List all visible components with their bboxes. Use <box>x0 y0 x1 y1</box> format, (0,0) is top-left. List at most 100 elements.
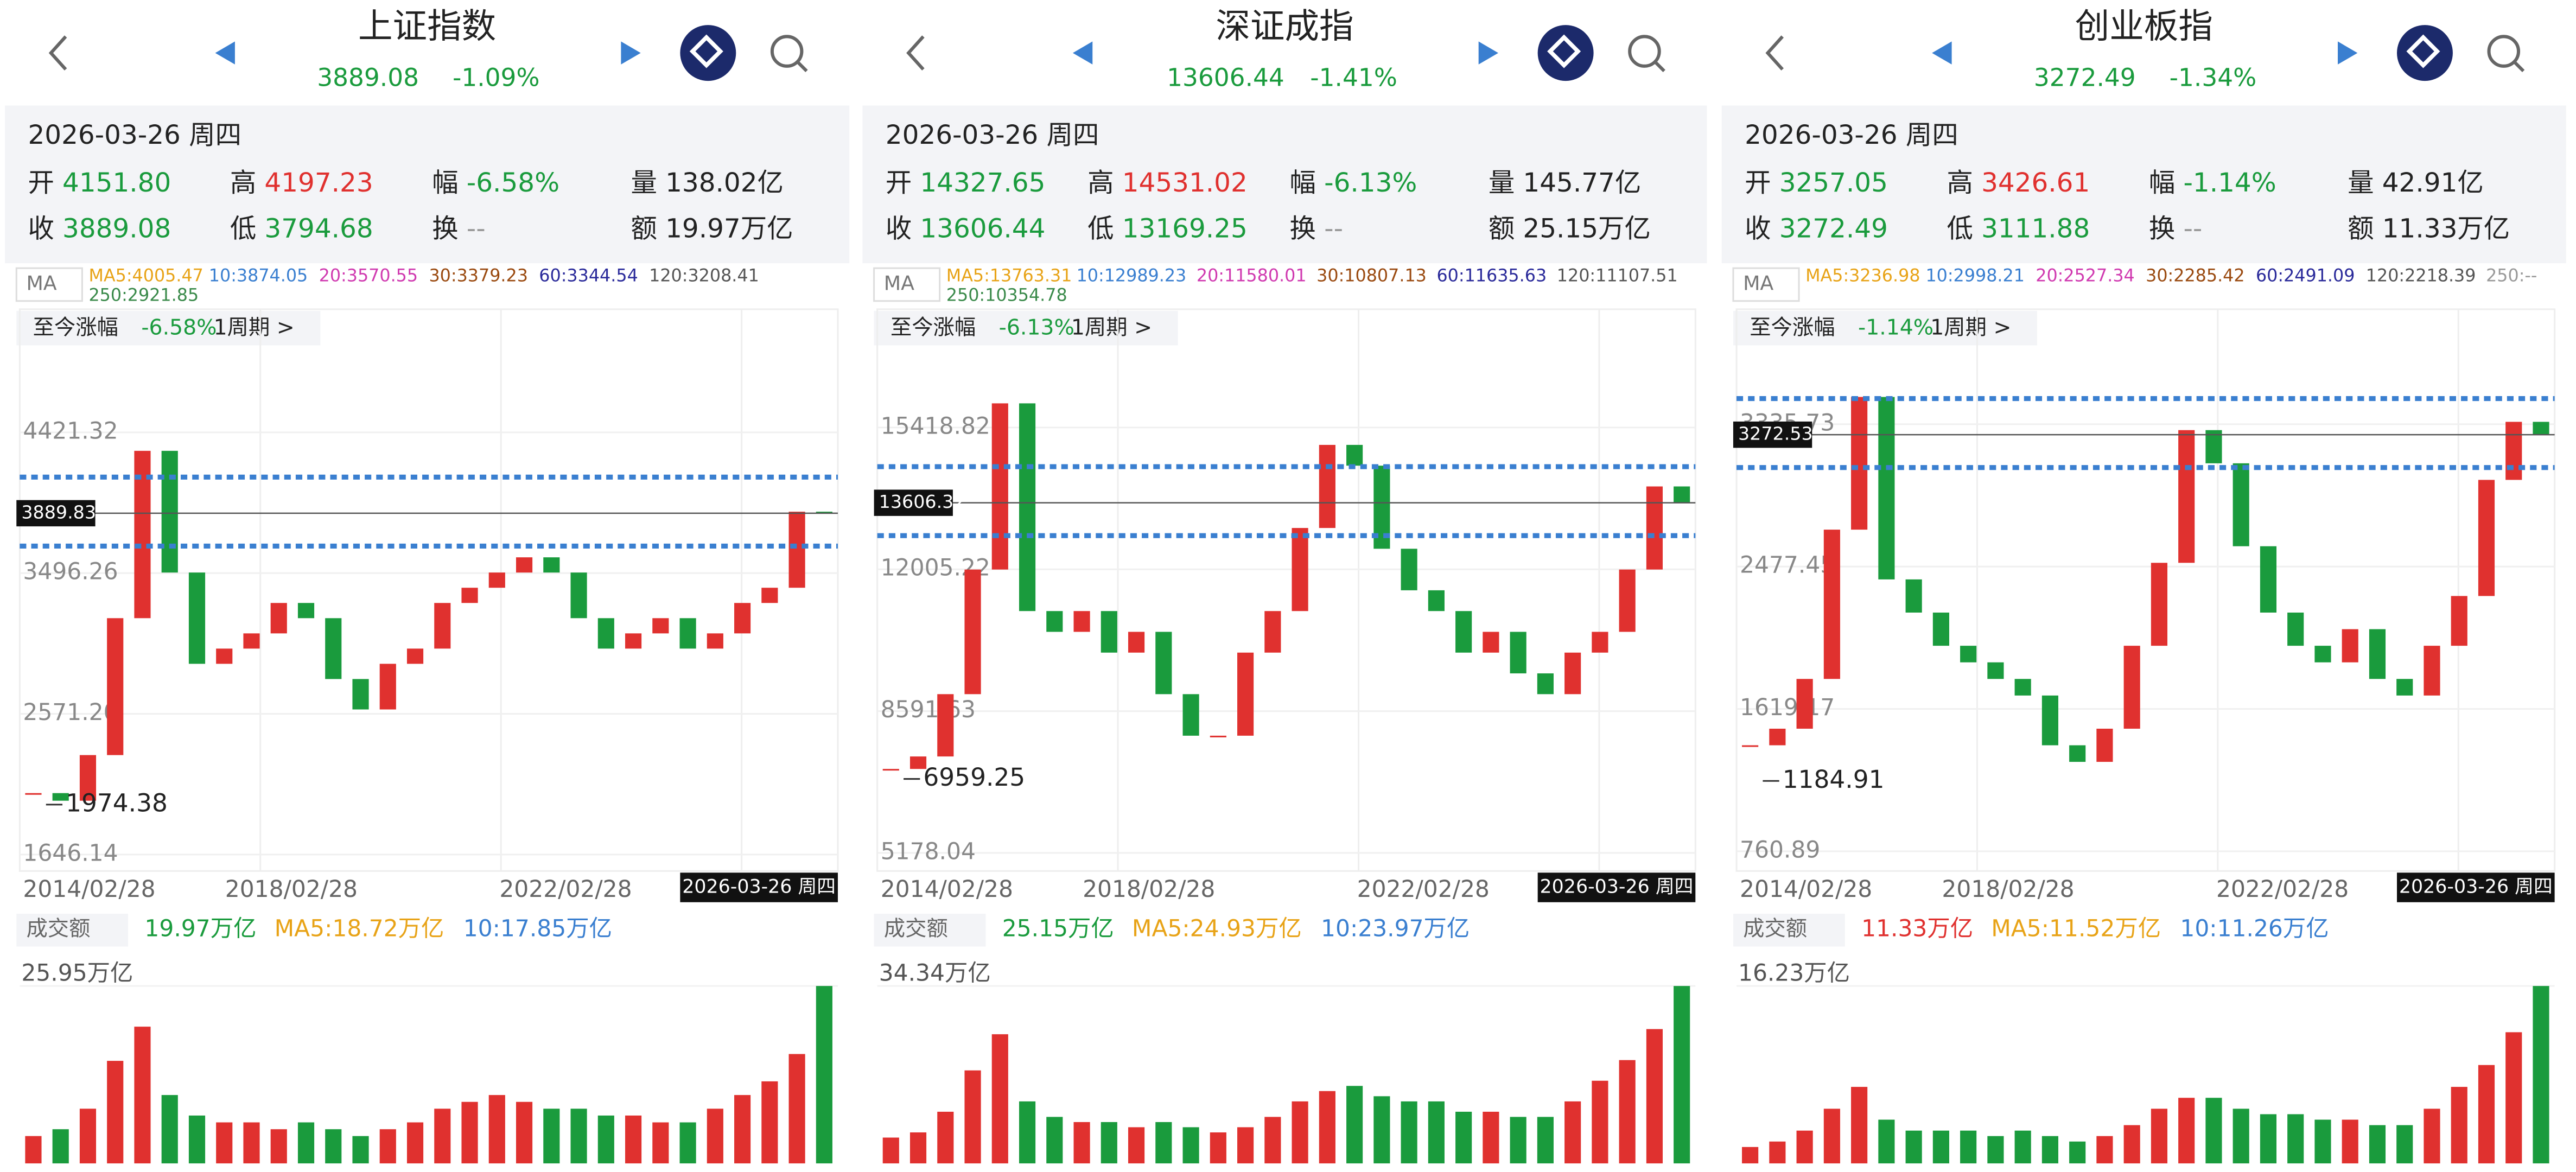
vol-now: 11.33万亿 <box>1861 915 1973 942</box>
candle <box>964 569 981 695</box>
candle <box>379 664 396 710</box>
volume-bar <box>2178 1098 2195 1164</box>
stat-label: 幅 <box>432 168 458 198</box>
stat-label: 幅 <box>2149 168 2175 198</box>
prev-button[interactable] <box>215 41 235 65</box>
volume-bar <box>1182 1127 1199 1164</box>
ma-value: 30:10807.13 <box>1316 266 1427 285</box>
prev-button[interactable] <box>1072 41 1093 65</box>
ai-glyph <box>689 34 723 68</box>
period-box[interactable] <box>16 310 321 346</box>
stat-label: 换 <box>1290 214 1316 244</box>
vol-selector[interactable] <box>874 913 986 947</box>
x-tick-label: 2018/02/28 <box>1083 876 1215 902</box>
vol-selector[interactable] <box>1733 913 1845 947</box>
ai-glyph <box>2406 34 2440 68</box>
ma-value: 30:3379.23 <box>429 266 527 285</box>
back-button[interactable] <box>48 35 67 71</box>
stat-label: 低 <box>1087 214 1114 244</box>
volume-bar <box>597 1115 614 1164</box>
vol-label: 成交额 <box>884 916 948 941</box>
stat-value: 25.15万亿 <box>1523 214 1650 244</box>
stat-label: 高 <box>1947 168 1973 198</box>
candle <box>1483 632 1499 653</box>
prev-button[interactable] <box>1932 41 1952 65</box>
x-tick-label: 2014/02/28 <box>1740 876 1872 902</box>
next-button[interactable] <box>2338 41 2358 65</box>
candle <box>543 557 560 573</box>
vol-selector[interactable] <box>16 913 129 947</box>
stat-value: 3111.88 <box>1981 214 2090 244</box>
candle <box>2123 646 2140 729</box>
title: 上证指数 <box>358 6 496 46</box>
candle <box>679 618 696 649</box>
candle <box>625 633 642 649</box>
volume-bar <box>2205 1098 2222 1164</box>
ma-value: 30:2285.42 <box>2146 266 2244 285</box>
back-button[interactable] <box>906 35 925 71</box>
candle <box>2287 612 2304 646</box>
ai-button[interactable] <box>2397 25 2453 81</box>
ai-button[interactable] <box>680 25 736 81</box>
candle <box>1292 528 1308 612</box>
stat-value: -6.58% <box>467 168 559 198</box>
volume-bar <box>2478 1065 2495 1164</box>
ma-selector[interactable] <box>873 267 941 302</box>
volume-bar <box>679 1122 696 1164</box>
vol-ma5: MA5:11.52万亿 <box>1991 915 2161 942</box>
price-tag-bg <box>874 489 953 516</box>
title: 创业板指 <box>2075 6 2213 46</box>
volume-bar <box>1851 1087 1868 1164</box>
candle <box>2096 728 2113 762</box>
search-button[interactable] <box>1628 35 1661 68</box>
candle <box>1019 403 1036 612</box>
stat-label: 幅 <box>1290 168 1316 198</box>
candle <box>1932 612 1949 646</box>
stat-label: 换 <box>2149 214 2175 244</box>
next-button[interactable] <box>1478 41 1499 65</box>
stat-value: 3426.61 <box>1981 168 2090 198</box>
stat-label: 换 <box>432 214 458 244</box>
ma-selector[interactable] <box>15 267 83 302</box>
vol-ma5: MA5:24.93万亿 <box>1132 915 1302 942</box>
candle <box>1878 397 1895 579</box>
period-box[interactable] <box>1733 310 2038 346</box>
candle <box>25 793 42 795</box>
stat-value: 42.91亿 <box>2382 168 2484 198</box>
candle <box>434 603 451 649</box>
candle <box>1346 444 1363 466</box>
x-tick-label: 2018/02/28 <box>1942 876 2074 902</box>
period-box[interactable] <box>874 310 1178 346</box>
ma-selector[interactable] <box>1732 267 1800 302</box>
candle <box>1046 611 1063 632</box>
search-button[interactable] <box>2487 35 2521 68</box>
ai-button[interactable] <box>1537 25 1594 81</box>
vol-label: 成交额 <box>1743 916 1807 941</box>
candle <box>1742 745 1759 747</box>
volume-bar <box>52 1129 69 1164</box>
low-label: 1974.38 <box>66 788 168 817</box>
volume-bar <box>625 1115 642 1164</box>
date-tag-bg <box>2397 872 2555 902</box>
candle <box>991 403 1008 570</box>
volume-bar <box>1878 1119 1895 1164</box>
volume-bar <box>1960 1130 1977 1164</box>
volume-bar <box>1592 1080 1608 1164</box>
volume-bar <box>2342 1119 2358 1164</box>
volume-bar <box>816 986 832 1164</box>
candle <box>2478 480 2495 596</box>
next-button[interactable] <box>621 41 641 65</box>
ma-value: 60:2491.09 <box>2256 266 2355 285</box>
search-button[interactable] <box>770 35 804 68</box>
vol-now: 19.97万亿 <box>144 915 256 942</box>
candle <box>909 756 927 769</box>
candle <box>79 755 97 801</box>
back-button[interactable] <box>1765 35 1784 71</box>
low-label: 6959.25 <box>923 763 1025 792</box>
ma-value: 60:3344.54 <box>539 266 638 285</box>
candle <box>1428 590 1445 612</box>
volume-bar <box>937 1111 954 1164</box>
stat-value: 19.97万亿 <box>665 214 793 244</box>
volume-bar <box>2424 1109 2440 1164</box>
